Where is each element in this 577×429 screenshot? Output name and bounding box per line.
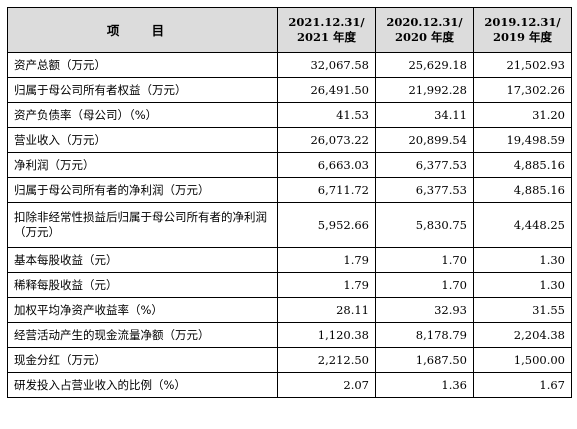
table-row: 加权平均净资产收益率（%） 28.11 32.93 31.55 — [7, 297, 572, 323]
table-row: 营业收入（万元） 26,073.22 20,899.54 19,498.59 — [7, 127, 572, 153]
header-period-year: 2019 年度 — [492, 30, 552, 44]
cell-2021: 28.11 — [277, 297, 376, 323]
header-row: 项 目 2021.12.31/ 2021 年度 2020.12.31/ 2020… — [7, 7, 572, 53]
row-label: 现金分红（万元） — [7, 347, 278, 373]
header-period-year: 2021 年度 — [296, 30, 356, 44]
row-label: 经营活动产生的现金流量净额（万元） — [7, 322, 278, 348]
cell-2021: 1,120.38 — [277, 322, 376, 348]
financial-summary-table: 项 目 2021.12.31/ 2021 年度 2020.12.31/ 2020… — [7, 7, 572, 398]
cell-2021: 41.53 — [277, 102, 376, 128]
table-row: 归属于母公司所有者的净利润（万元） 6,711.72 6,377.53 4,88… — [7, 177, 572, 203]
cell-2019: 19,498.59 — [473, 127, 572, 153]
cell-2021: 6,663.03 — [277, 152, 376, 178]
cell-2020: 6,377.53 — [375, 152, 474, 178]
table-body: 资产总额（万元） 32,067.58 25,629.18 21,502.93 归… — [7, 52, 572, 398]
table-row: 资产负债率（母公司）（%） 41.53 34.11 31.20 — [7, 102, 572, 128]
header-period-date: 2019.12.31/ — [484, 15, 561, 29]
cell-2019: 1,500.00 — [473, 347, 572, 373]
cell-2019: 4,885.16 — [473, 152, 572, 178]
row-label: 研发投入占营业收入的比例（%） — [7, 372, 278, 398]
cell-2020: 1.70 — [375, 272, 474, 298]
cell-2019: 31.55 — [473, 297, 572, 323]
table-row: 现金分红（万元） 2,212.50 1,687.50 1,500.00 — [7, 347, 572, 373]
cell-2021: 2.07 — [277, 372, 376, 398]
cell-2019: 21,502.93 — [473, 52, 572, 78]
cell-2021: 2,212.50 — [277, 347, 376, 373]
table-row: 基本每股收益（元） 1.79 1.70 1.30 — [7, 247, 572, 273]
header-period-2019: 2019.12.31/ 2019 年度 — [473, 7, 572, 53]
cell-2020: 20,899.54 — [375, 127, 474, 153]
row-label: 净利润（万元） — [7, 152, 278, 178]
header-period-date: 2020.12.31/ — [386, 15, 463, 29]
header-item: 项 目 — [7, 7, 278, 53]
row-label: 资产总额（万元） — [7, 52, 278, 78]
cell-2021: 1.79 — [277, 272, 376, 298]
cell-2020: 1,687.50 — [375, 347, 474, 373]
table-row: 研发投入占营业收入的比例（%） 2.07 1.36 1.67 — [7, 372, 572, 398]
cell-2019: 1.30 — [473, 247, 572, 273]
cell-2021: 5,952.66 — [277, 202, 376, 248]
row-label: 扣除非经常性损益后归属于母公司所有者的净利润（万元） — [7, 202, 278, 248]
cell-2019: 4,885.16 — [473, 177, 572, 203]
table-header: 项 目 2021.12.31/ 2021 年度 2020.12.31/ 2020… — [7, 7, 572, 53]
cell-2021: 1.79 — [277, 247, 376, 273]
header-period-date: 2021.12.31/ — [288, 15, 365, 29]
cell-2020: 21,992.28 — [375, 77, 474, 103]
row-label: 稀释每股收益（元） — [7, 272, 278, 298]
table-row: 净利润（万元） 6,663.03 6,377.53 4,885.16 — [7, 152, 572, 178]
table-row: 经营活动产生的现金流量净额（万元） 1,120.38 8,178.79 2,20… — [7, 322, 572, 348]
cell-2021: 26,073.22 — [277, 127, 376, 153]
cell-2021: 6,711.72 — [277, 177, 376, 203]
header-period-2020: 2020.12.31/ 2020 年度 — [375, 7, 474, 53]
row-label: 归属于母公司所有者权益（万元） — [7, 77, 278, 103]
cell-2020: 8,178.79 — [375, 322, 474, 348]
cell-2019: 1.67 — [473, 372, 572, 398]
cell-2021: 26,491.50 — [277, 77, 376, 103]
table-row: 资产总额（万元） 32,067.58 25,629.18 21,502.93 — [7, 52, 572, 78]
cell-2019: 17,302.26 — [473, 77, 572, 103]
table-row: 扣除非经常性损益后归属于母公司所有者的净利润（万元） 5,952.66 5,83… — [7, 202, 572, 248]
table-row: 归属于母公司所有者权益（万元） 26,491.50 21,992.28 17,3… — [7, 77, 572, 103]
cell-2020: 32.93 — [375, 297, 474, 323]
cell-2021: 32,067.58 — [277, 52, 376, 78]
table-row: 稀释每股收益（元） 1.79 1.70 1.30 — [7, 272, 572, 298]
header-period-year: 2020 年度 — [394, 30, 454, 44]
cell-2020: 25,629.18 — [375, 52, 474, 78]
cell-2019: 31.20 — [473, 102, 572, 128]
row-label: 归属于母公司所有者的净利润（万元） — [7, 177, 278, 203]
row-label: 基本每股收益（元） — [7, 247, 278, 273]
cell-2020: 1.70 — [375, 247, 474, 273]
cell-2020: 34.11 — [375, 102, 474, 128]
cell-2020: 5,830.75 — [375, 202, 474, 248]
header-period-2021: 2021.12.31/ 2021 年度 — [277, 7, 376, 53]
cell-2020: 1.36 — [375, 372, 474, 398]
cell-2019: 1.30 — [473, 272, 572, 298]
financial-summary-table-container: 项 目 2021.12.31/ 2021 年度 2020.12.31/ 2020… — [7, 7, 572, 398]
row-label: 资产负债率（母公司）（%） — [7, 102, 278, 128]
row-label: 加权平均净资产收益率（%） — [7, 297, 278, 323]
cell-2019: 2,204.38 — [473, 322, 572, 348]
cell-2020: 6,377.53 — [375, 177, 474, 203]
row-label: 营业收入（万元） — [7, 127, 278, 153]
cell-2019: 4,448.25 — [473, 202, 572, 248]
